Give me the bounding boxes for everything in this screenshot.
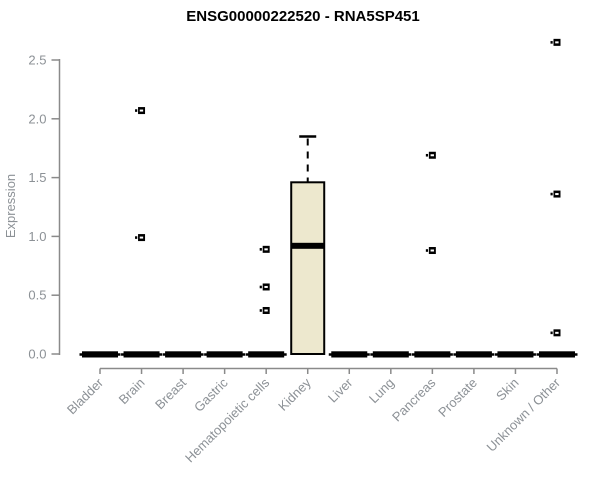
x-tick-label-unknown-other: Unknown / Other	[484, 375, 564, 455]
y-axis-title: Expression	[3, 174, 18, 238]
outlier-point-center-hematopoietic-cells-0	[264, 248, 268, 251]
x-tick-label-gastric: Gastric	[191, 375, 231, 415]
box-kidney	[290, 181, 326, 355]
y-tick-label-0.5: 0.5	[28, 288, 46, 303]
x-tick-label-skin: Skin	[493, 375, 521, 403]
outlier-point-center-brain-0	[139, 109, 144, 112]
x-tick-label-liver: Liver	[325, 375, 356, 406]
y-tick-label-2.0: 2.0	[28, 111, 46, 126]
x-tick-label-brain: Brain	[116, 375, 148, 407]
plot-area: 0.0 0.5 1.0 1.5 2.0 2.5 Bladder Brain Breast Gast…	[28, 38, 578, 465]
outlier-nub-pancreas-1	[425, 249, 429, 252]
x-tick-label-lung: Lung	[366, 375, 397, 406]
outlier-nub-hematopoietic-cells-1	[259, 285, 262, 289]
y-tick-label-0.0: 0.0	[28, 347, 46, 362]
outlier-point-center-pancreas-1	[430, 249, 434, 252]
collapsed-box-liver	[331, 351, 368, 358]
y-tick-label-2.5: 2.5	[28, 53, 46, 68]
outlier-nub-unknown-other-0	[550, 41, 553, 44]
y-tick-label-1.0: 1.0	[28, 229, 46, 244]
outlier-nub-brain-1	[135, 236, 138, 239]
outlier-point-center-hematopoietic-cells-1	[264, 285, 268, 288]
median-line-kidney	[291, 242, 325, 249]
x-tick-label-breast: Breast	[152, 375, 189, 412]
collapsed-box-prostate	[455, 351, 492, 358]
chart-title: ENSG00000222520 - RNA5SP451	[186, 8, 419, 25]
outlier-nub-pancreas-0	[425, 153, 429, 157]
collapsed-box-hematopoietic-cells	[248, 351, 285, 358]
outlier-point-center-unknown-other-1	[555, 193, 559, 196]
x-tick-label-pancreas: Pancreas	[389, 375, 439, 425]
collapsed-box-breast	[165, 351, 202, 358]
outlier-nub-unknown-other-1	[550, 192, 553, 196]
outlier-point-center-unknown-other-0	[555, 41, 559, 44]
x-tick-label-kidney: Kidney	[275, 375, 314, 414]
outlier-nub-hematopoietic-cells-0	[259, 248, 262, 251]
collapsed-box-pancreas	[414, 351, 451, 358]
outlier-nub-brain-0	[135, 109, 138, 112]
collapsed-box-skin	[497, 351, 534, 358]
collapsed-box-brain	[123, 351, 160, 358]
outlier-nub-hematopoietic-cells-2	[259, 309, 262, 312]
outlier-point-center-hematopoietic-cells-2	[264, 309, 268, 312]
outlier-nub-unknown-other-2	[550, 331, 553, 335]
x-tick-label-prostate: Prostate	[435, 375, 480, 420]
collapsed-box-bladder	[82, 351, 118, 358]
collapsed-box-unknown-other	[538, 351, 575, 358]
outlier-point-center-pancreas-0	[430, 154, 434, 157]
collapsed-box-gastric	[206, 351, 243, 358]
x-tick-label-bladder: Bladder	[64, 375, 107, 418]
outlier-point-center-brain-1	[139, 236, 144, 239]
y-tick-label-1.5: 1.5	[28, 170, 46, 185]
outlier-point-center-unknown-other-2	[555, 331, 559, 334]
collapsed-box-lung	[372, 351, 409, 358]
